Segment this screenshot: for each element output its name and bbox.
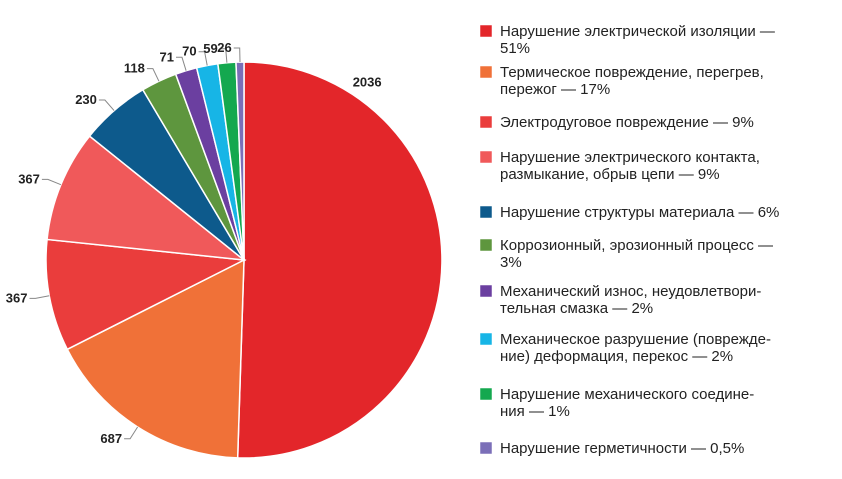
pie-slice xyxy=(236,61,443,459)
value-label: 70 xyxy=(182,44,196,59)
legend-label: Механический износ, неудовлетвори- xyxy=(500,283,761,300)
legend-swatch xyxy=(479,441,493,455)
pie-slice xyxy=(66,258,245,459)
legend-item: Механический износ, неудовлетвори-тельна… xyxy=(479,283,761,317)
pie-slice xyxy=(235,61,245,261)
leader-line xyxy=(146,68,160,82)
legend-item: Нарушение электрической изоляции —51% xyxy=(479,23,775,57)
legend-item: Нарушение герметичности — 0,5% xyxy=(479,440,744,457)
legend-label: Электродуговое повреждение — 9% xyxy=(500,114,754,131)
value-label: 367 xyxy=(18,171,40,186)
legend-label: размыкание, обрыв цепи — 9% xyxy=(500,166,720,183)
value-label: 59 xyxy=(203,41,217,56)
value-label: 26 xyxy=(217,40,231,55)
value-label: 118 xyxy=(124,61,145,76)
leader-line xyxy=(219,48,228,63)
legend-label: Термическое повреждение, перегрев, xyxy=(500,64,764,81)
legend-swatch xyxy=(479,238,493,252)
legend-label: тельная смазка — 2% xyxy=(500,300,653,317)
pie-slices xyxy=(45,61,443,459)
leader-line xyxy=(198,51,208,66)
leader-line xyxy=(29,295,50,299)
value-label: 71 xyxy=(160,49,174,64)
legend-swatch xyxy=(479,387,493,401)
legend-item: Коррозионный, эрозионный процесс —3% xyxy=(479,237,773,271)
legend-label: Нарушение герметичности — 0,5% xyxy=(500,440,744,457)
leader-line xyxy=(233,47,241,63)
legend-label: Нарушение электрического контакта, xyxy=(500,149,760,166)
legend-swatch xyxy=(479,24,493,38)
legend-label: ние) деформация, перекос — 2% xyxy=(500,348,733,365)
legend-label: Коррозионный, эрозионный процесс — xyxy=(500,237,773,254)
legend-item: Механическое разрушение (поврежде-ние) д… xyxy=(479,331,771,365)
leader-line xyxy=(176,56,187,71)
legend-swatch xyxy=(479,115,493,129)
legend-label: Нарушение электрической изоляции — xyxy=(500,23,775,40)
legend-label: пережог — 17% xyxy=(500,81,610,98)
legend-swatch xyxy=(479,65,493,79)
leader-line xyxy=(41,178,62,186)
legend-label: Нарушение механического соедине- xyxy=(500,386,754,403)
legend-item: Нарушение структуры материала — 6% xyxy=(479,204,779,221)
legend-label: Механическое разрушение (поврежде- xyxy=(500,331,771,348)
legend-swatch xyxy=(479,150,493,164)
legend-swatch xyxy=(479,332,493,346)
value-label: 230 xyxy=(75,92,97,107)
leader-line xyxy=(98,99,115,111)
legend-swatch xyxy=(479,284,493,298)
leader-lines xyxy=(29,47,241,440)
legend-item: Нарушение механического соедине-ния — 1% xyxy=(479,386,754,420)
value-labels: 2036 687 367 367 230 118 71 70 59 26 xyxy=(6,40,382,446)
legend-item: Термическое повреждение, перегрев,пережо… xyxy=(479,64,764,98)
leader-line xyxy=(124,426,139,440)
legend-label: ния — 1% xyxy=(500,403,570,420)
legend-label: Нарушение структуры материала — 6% xyxy=(500,204,779,221)
value-label: 2036 xyxy=(353,75,382,90)
legend-item: Нарушение электрического контакта,размык… xyxy=(479,149,760,183)
legend-label: 3% xyxy=(500,254,522,271)
legend: Нарушение электрической изоляции —51% Тер… xyxy=(479,23,779,457)
legend-item: Электродуговое повреждение — 9% xyxy=(479,114,754,131)
value-label: 367 xyxy=(6,290,28,305)
legend-swatch xyxy=(479,205,493,219)
legend-label: 51% xyxy=(500,40,530,57)
value-label: 687 xyxy=(100,431,122,446)
